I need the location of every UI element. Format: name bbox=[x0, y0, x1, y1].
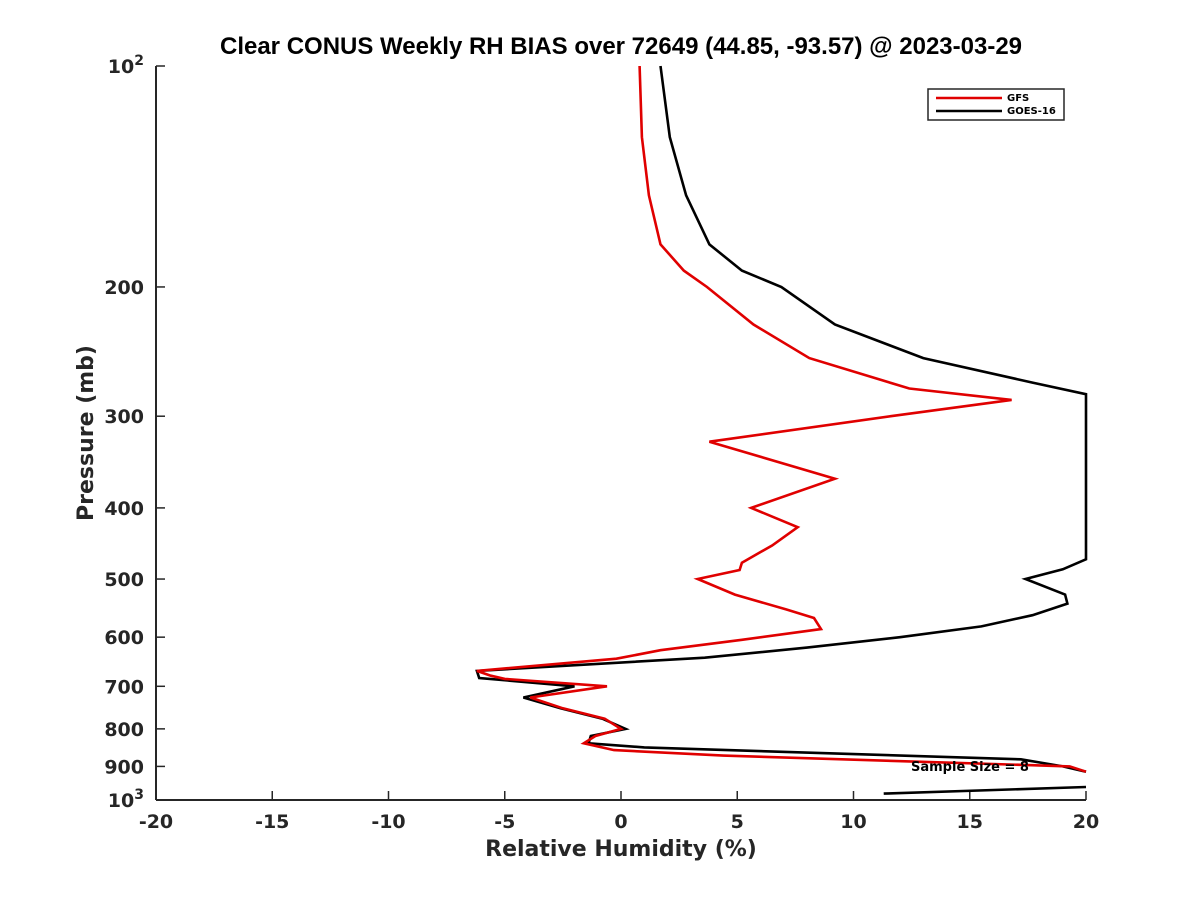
series-line-gfs bbox=[476, 65, 1087, 773]
y-tick-label: 800 bbox=[104, 719, 144, 741]
x-tick-label: 0 bbox=[614, 811, 627, 833]
chart-title: Clear CONUS Weekly RH BIAS over 72649 (4… bbox=[220, 33, 1022, 60]
y-tick-exponent: 3 bbox=[134, 787, 144, 803]
y-tick-label: 102 bbox=[108, 53, 144, 78]
y-axis-label: Pressure (mb) bbox=[74, 345, 99, 521]
series-layer bbox=[475, 65, 1088, 795]
x-tick-label: 5 bbox=[731, 811, 744, 833]
x-tick-label: -15 bbox=[255, 811, 289, 833]
y-tick-label: 900 bbox=[104, 756, 144, 778]
y-tick-label: 200 bbox=[104, 277, 144, 299]
legend-label-gfs: GFS bbox=[1007, 93, 1029, 104]
y-tick-label: 300 bbox=[104, 406, 144, 428]
x-tick-label: -20 bbox=[139, 811, 173, 833]
y-tick-label: 103 bbox=[108, 787, 144, 812]
sample-size-annotation: Sample Size = 8 bbox=[911, 760, 1029, 775]
x-tick-label: -5 bbox=[494, 811, 515, 833]
x-axis-label: Relative Humidity (%) bbox=[485, 837, 757, 862]
y-tick-exponent: 2 bbox=[134, 53, 144, 69]
x-tick-label: 10 bbox=[840, 811, 866, 833]
x-tick-label: 20 bbox=[1073, 811, 1099, 833]
x-tick-label: 15 bbox=[957, 811, 983, 833]
y-tick-label: 400 bbox=[104, 498, 144, 520]
series-segment-goes16 bbox=[883, 785, 1087, 795]
y-tick-label: 700 bbox=[104, 676, 144, 698]
y-tick-label: 600 bbox=[104, 627, 144, 649]
legend-label-goes16: GOES-16 bbox=[1007, 106, 1056, 117]
legend: GFS GOES-16 bbox=[927, 88, 1065, 121]
legend-box bbox=[927, 88, 1065, 121]
y-tick-base: 10 bbox=[108, 56, 134, 78]
x-tick-label: -10 bbox=[371, 811, 405, 833]
y-tick-base: 10 bbox=[108, 790, 134, 812]
y-tick-label: 500 bbox=[104, 569, 144, 591]
x-axis-ticks: -20 -15 -10 -5 0 5 10 15 20 bbox=[139, 791, 1099, 833]
